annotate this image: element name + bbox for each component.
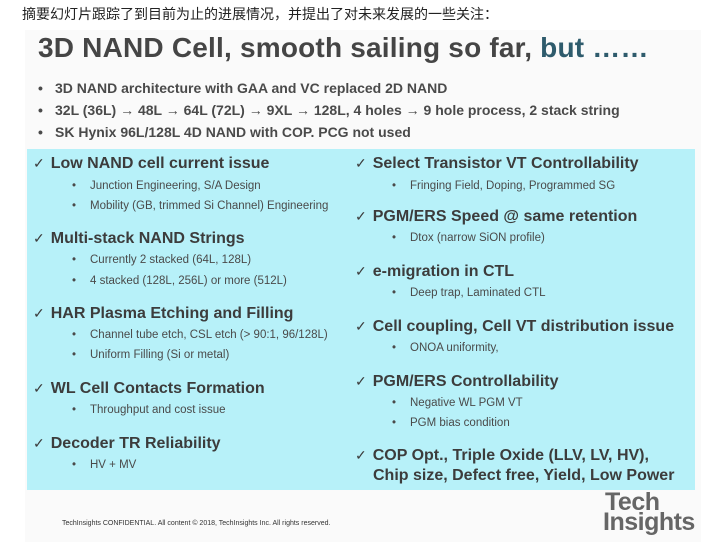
footer-copyright: TechInsights CONFIDENTIAL. All content ©… xyxy=(62,520,331,527)
topic-sub-bullet: Throughput and cost issue xyxy=(72,404,225,416)
intro-bullet: 32L (36L) → 48L → 64L (72L) → 9XL → 128L… xyxy=(38,102,620,118)
topic-sub-bullet: Mobility (GB, trimmed Si Channel) Engine… xyxy=(72,200,328,212)
topic-sub-bullet: 4 stacked (128L, 256L) or more (512L) xyxy=(72,275,287,287)
topic-heading: ✓ e-migration in CTL xyxy=(355,261,514,282)
topic-heading: ✓ Decoder TR Reliability xyxy=(33,433,221,454)
check-icon: ✓ xyxy=(33,380,45,396)
topic-heading: ✓ Multi-stack NAND Strings xyxy=(33,228,245,249)
topic-heading: ✓ Select Transistor VT Controllability xyxy=(355,153,639,174)
check-icon: ✓ xyxy=(355,263,367,279)
topic-heading: ✓ HAR Plasma Etching and Filling xyxy=(33,303,293,324)
topic-heading-text: Decoder TR Reliability xyxy=(50,435,221,452)
check-icon: ✓ xyxy=(355,447,367,463)
topic-heading: ✓ PGM/ERS Speed @ same retention xyxy=(355,206,637,227)
topic-sub-bullet: Uniform Filling (Si or metal) xyxy=(72,349,229,361)
topic-heading-text: PGM/ERS Speed @ same retention xyxy=(372,208,638,225)
topic-heading-text: Multi-stack NAND Strings xyxy=(50,230,245,247)
topic-sub-bullet: Currently 2 stacked (64L, 128L) xyxy=(72,254,251,266)
topic-sub-bullet: Deep trap, Laminated CTL xyxy=(392,287,545,299)
topic-heading: ✓ PGM/ERS Controllability xyxy=(355,371,559,392)
topic-heading-text: Chip size, Defect free, Yield, Low Power xyxy=(373,467,675,484)
check-icon: ✓ xyxy=(33,435,45,451)
topic-heading: ✓ WL Cell Contacts Formation xyxy=(33,378,265,399)
topic-heading-text: WL Cell Contacts Formation xyxy=(50,380,265,397)
topic-sub-bullet: HV + MV xyxy=(72,459,136,471)
topic-sub-bullet: ONOA uniformity, xyxy=(392,342,499,354)
check-icon: ✓ xyxy=(355,155,367,171)
topic-sub-bullet: PGM bias condition xyxy=(392,417,510,429)
topic-heading: ✓ Cell coupling, Cell VT distribution iss… xyxy=(355,316,674,337)
slide-title: 3D NAND Cell, smooth sailing so far, but… xyxy=(38,32,649,64)
topic-sub-bullet: Negative WL PGM VT xyxy=(392,397,523,409)
topic-heading-text: COP Opt., Triple Oxide (LLV, LV, HV), xyxy=(372,447,649,464)
title-accent: but …… xyxy=(540,32,649,63)
check-icon: ✓ xyxy=(33,230,45,246)
topic-heading: ✓ COP Opt., Triple Oxide (LLV, LV, HV), Ch… xyxy=(355,445,674,486)
topic-heading-text: Low NAND cell current issue xyxy=(50,155,270,172)
topic-heading-text: PGM/ERS Controllability xyxy=(372,373,559,390)
topic-heading-text: HAR Plasma Etching and Filling xyxy=(50,305,294,322)
topic-sub-bullet: Junction Engineering, S/A Design xyxy=(72,180,261,192)
topic-sub-bullet: Dtox (narrow SiON profile) xyxy=(392,232,545,244)
topic-heading-text: Select Transistor VT Controllability xyxy=(372,155,639,172)
intro-bullet: 3D NAND architecture with GAA and VC rep… xyxy=(38,80,447,96)
topic-sub-bullet: Fringing Field, Doping, Programmed SG xyxy=(392,180,615,192)
intro-bullet: SK Hynix 96L/128L 4D NAND with COP. PCG … xyxy=(38,124,411,140)
topic-sub-bullet: Channel tube etch, CSL etch (> 90:1, 96/… xyxy=(72,329,328,341)
check-icon: ✓ xyxy=(33,305,45,321)
check-icon: ✓ xyxy=(33,155,45,171)
check-icon: ✓ xyxy=(355,373,367,389)
title-main: 3D NAND Cell, smooth sailing so far, xyxy=(38,32,541,63)
techinsights-logo: Tech Insights xyxy=(603,488,695,536)
check-icon: ✓ xyxy=(355,318,367,334)
article-caption: 摘要幻灯片跟踪了到目前为止的进展情况，并提出了对未来发展的一些关注： xyxy=(22,7,498,23)
topic-heading-text: Cell coupling, Cell VT distribution issu… xyxy=(372,318,675,335)
topic-heading-text: e-migration in CTL xyxy=(372,263,515,280)
topic-heading: ✓ Low NAND cell current issue xyxy=(33,153,269,174)
check-icon: ✓ xyxy=(355,208,367,224)
